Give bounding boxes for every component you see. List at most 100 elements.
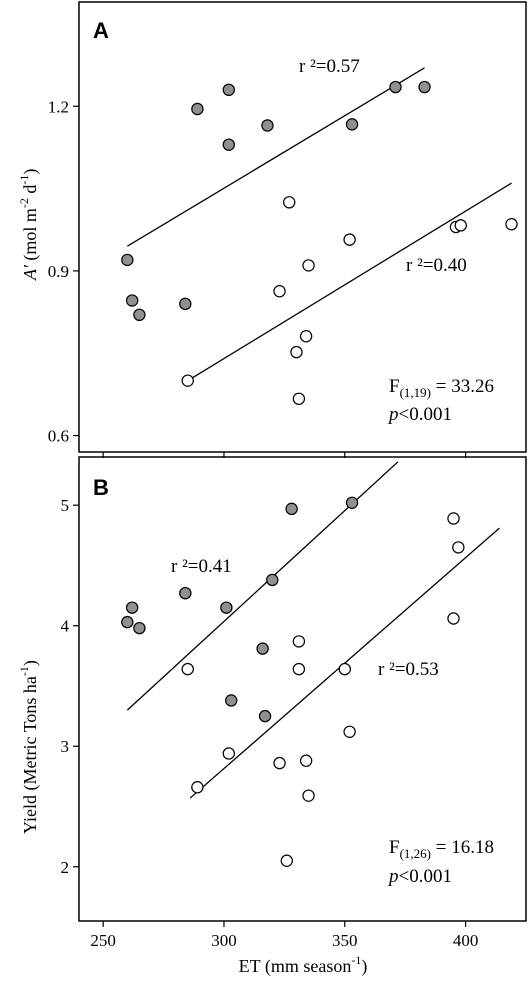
panel-b-p-stat: p<0.001 bbox=[387, 866, 452, 887]
a-axis-unit2: d bbox=[20, 185, 40, 199]
panel-a-f-stat: F(1,19) = 33.26 bbox=[389, 376, 494, 400]
data-point-0-1-5 bbox=[299, 330, 313, 343]
data-point-1-0-3 bbox=[179, 586, 192, 600]
y-tick-label-1-2: 4 bbox=[61, 617, 70, 636]
a-axis-close: ) bbox=[20, 169, 41, 175]
data-point-1-0-9 bbox=[285, 502, 298, 516]
y-tick-label-0-0: 0.6 bbox=[48, 427, 69, 446]
panel-b-f-sub: (1,26) bbox=[400, 846, 431, 861]
a-axis-sup1: -2 bbox=[17, 198, 31, 208]
x-axis-title: ET (mm season-1) bbox=[239, 953, 368, 977]
panel-a-label: A bbox=[93, 18, 109, 43]
panel-b-plot: 2 3 4 5 250 300 350 400 bbox=[61, 461, 500, 950]
data-point-0-1-9 bbox=[454, 219, 467, 232]
panel-b-p-letter: p bbox=[387, 866, 399, 887]
data-point-0-0-5 bbox=[222, 83, 236, 97]
panel-a-p-letter: p bbox=[387, 404, 399, 425]
panel-a-r2-open: r ²=0.40 bbox=[406, 255, 467, 276]
data-point-0-1-1 bbox=[273, 285, 286, 298]
panel-b-r2-open: r ²=0.53 bbox=[378, 659, 439, 680]
x-axis-sup: -1 bbox=[351, 953, 361, 967]
panel-a-f-letter: F bbox=[389, 376, 400, 397]
panel-b-f-value: = 16.18 bbox=[431, 837, 494, 858]
data-point-0-1-10 bbox=[505, 218, 518, 231]
data-point-0-0-1 bbox=[125, 294, 139, 307]
y-tick-label-0-2: 1.2 bbox=[48, 97, 69, 116]
data-point-0-0-0 bbox=[121, 253, 134, 267]
yield-axis-close: ) bbox=[20, 660, 41, 666]
data-point-0-1-4 bbox=[292, 392, 306, 405]
panel-b-f-stat: F(1,26) = 16.18 bbox=[389, 837, 494, 861]
panel-b-frame bbox=[78, 456, 527, 922]
data-point-1-1-11 bbox=[447, 512, 460, 525]
yield-axis-text: Yield (Metric Tons ha bbox=[20, 676, 41, 834]
panel-a-p-stat: p<0.001 bbox=[387, 404, 452, 425]
data-point-0-1-3 bbox=[290, 345, 303, 359]
data-point-0-1-0 bbox=[181, 374, 194, 387]
data-point-1-0-4 bbox=[220, 601, 233, 614]
panel-b-y-axis-title: Yield (Metric Tons ha-1) bbox=[17, 660, 41, 834]
data-point-1-0-10 bbox=[345, 496, 359, 509]
data-point-1-1-6 bbox=[292, 662, 306, 676]
panel-b-r2-filled: r ²=0.41 bbox=[171, 556, 232, 577]
data-point-1-1-12 bbox=[447, 612, 460, 625]
y-tick-label-1-0: 2 bbox=[61, 858, 70, 877]
panel-a-frame bbox=[78, 1, 527, 453]
a-axis-sup2: -1 bbox=[17, 175, 31, 185]
data-point-1-1-1 bbox=[191, 781, 204, 794]
a-axis-var: A' bbox=[20, 264, 40, 281]
data-point-0-1-7 bbox=[343, 233, 356, 246]
data-point-1-0-0 bbox=[121, 615, 134, 629]
data-point-1-1-4 bbox=[280, 854, 293, 867]
x-axis-close: ) bbox=[361, 956, 367, 977]
yield-axis-sup: -1 bbox=[17, 666, 31, 676]
data-point-1-1-2 bbox=[222, 747, 236, 760]
data-point-1-1-0 bbox=[181, 662, 194, 676]
panel-a-r2-filled: r ²=0.57 bbox=[299, 56, 360, 77]
data-point-1-0-8 bbox=[266, 573, 279, 587]
data-point-1-0-7 bbox=[258, 709, 272, 723]
panel-b-p-value: <0.001 bbox=[399, 866, 452, 887]
fit-line-0-1 bbox=[187, 182, 512, 382]
data-point-1-1-10 bbox=[343, 725, 356, 738]
data-point-1-1-3 bbox=[273, 756, 286, 770]
data-point-1-1-13 bbox=[452, 541, 465, 554]
panel-a-f-value: = 33.26 bbox=[431, 376, 494, 397]
y-tick-label-1-3: 5 bbox=[61, 496, 70, 515]
data-point-0-0-6 bbox=[222, 138, 236, 151]
panel-a-p-value: <0.001 bbox=[399, 404, 452, 425]
data-point-1-1-8 bbox=[302, 789, 315, 802]
data-point-1-0-2 bbox=[133, 621, 146, 635]
data-point-0-0-3 bbox=[179, 297, 192, 311]
fit-line-0-0 bbox=[126, 67, 425, 247]
data-point-0-0-10 bbox=[418, 80, 431, 94]
data-point-0-1-2 bbox=[283, 196, 296, 209]
data-point-1-0-6 bbox=[256, 642, 269, 655]
panel-a-plot: 0.6 0.9 1.2 bbox=[48, 67, 518, 458]
panel-b-label: B bbox=[93, 475, 109, 500]
panel-a-y-axis-title: A' (mol m-2 d-1) bbox=[17, 169, 41, 281]
data-point-1-0-1 bbox=[125, 601, 139, 614]
x-tick-label-1: 300 bbox=[211, 931, 237, 950]
x-axis-text: ET (mm season bbox=[239, 956, 352, 977]
data-point-1-1-9 bbox=[338, 662, 351, 676]
data-point-1-1-5 bbox=[292, 635, 306, 648]
a-axis-unit1: (mol m bbox=[20, 208, 41, 265]
panel-a-f-sub: (1,19) bbox=[400, 385, 431, 400]
y-tick-label-0-1: 0.9 bbox=[48, 262, 69, 281]
x-tick-label-3: 400 bbox=[453, 931, 479, 950]
data-point-0-0-7 bbox=[261, 119, 274, 132]
y-tick-label-1-1: 3 bbox=[61, 737, 70, 756]
data-point-0-0-2 bbox=[133, 308, 146, 322]
panel-b-f-letter: F bbox=[389, 837, 400, 858]
data-point-0-1-6 bbox=[302, 259, 315, 272]
data-point-1-0-5 bbox=[225, 694, 238, 707]
x-tick-label-2: 350 bbox=[332, 931, 358, 950]
data-point-0-0-8 bbox=[345, 118, 359, 131]
fit-line-1-0 bbox=[126, 461, 399, 711]
data-point-0-0-9 bbox=[389, 80, 402, 94]
data-point-1-1-7 bbox=[299, 754, 313, 767]
x-tick-label-0: 250 bbox=[90, 931, 116, 950]
data-point-0-0-4 bbox=[191, 102, 204, 116]
